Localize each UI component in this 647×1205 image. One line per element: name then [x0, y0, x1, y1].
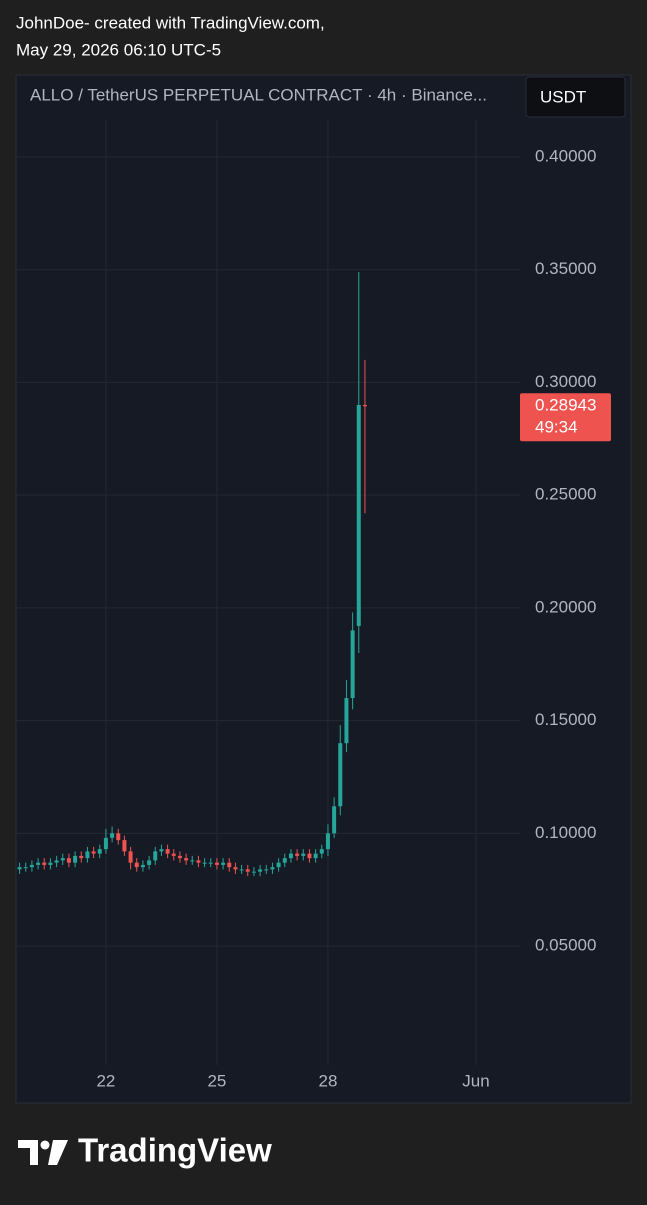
chart-title: ALLO / TetherUS PERPETUAL CONTRACT · 4h … [30, 85, 487, 104]
candle-body [276, 862, 281, 868]
brand-logo [18, 1140, 68, 1165]
candle-body [103, 837, 108, 850]
candle-body [171, 853, 176, 856]
candle-body [66, 858, 71, 863]
y-tick-label: 0.40000 [535, 146, 596, 165]
y-tick-label: 0.25000 [535, 485, 596, 504]
candle-body [79, 855, 84, 859]
y-tick-label: 0.20000 [535, 597, 596, 616]
candle-body [122, 840, 127, 852]
candle-body [344, 698, 349, 744]
candle-body [48, 862, 53, 865]
currency-label: USDT [540, 87, 586, 106]
candle-body [356, 404, 361, 626]
x-tick-label: 28 [318, 1071, 337, 1090]
candle-body [350, 630, 355, 699]
y-tick-label: 0.35000 [535, 259, 596, 278]
candle-body [264, 869, 269, 871]
candle-body [134, 862, 139, 868]
candle-body [36, 862, 41, 865]
x-tick-label: 25 [207, 1071, 226, 1090]
candle-body [147, 860, 152, 865]
y-tick-label: 0.05000 [535, 936, 596, 955]
candle-body [177, 855, 182, 859]
candle-body [319, 849, 324, 854]
candle-body [85, 851, 90, 859]
candle-body [42, 862, 47, 865]
candle-body [288, 853, 293, 859]
candle-body [202, 862, 207, 864]
candle-body [332, 806, 337, 834]
candle-body [184, 858, 189, 861]
candle-body [295, 853, 300, 856]
candle-body [110, 833, 115, 838]
candle-body [17, 867, 22, 870]
header-line: May 29, 2026 06:10 UTC-5 [16, 40, 221, 59]
candle-body [60, 858, 65, 861]
candle-body [116, 833, 121, 841]
last-price-label: 0.28943 [535, 396, 596, 415]
candle-body [307, 853, 312, 859]
candle-body [165, 849, 170, 854]
candle-body [23, 867, 28, 869]
candle-body [73, 855, 78, 863]
candle-body [128, 851, 133, 863]
chart-panel [15, 74, 632, 1104]
candle-body [270, 867, 275, 870]
candle-body [227, 862, 232, 868]
candle-body [91, 851, 96, 854]
candle-body [338, 743, 343, 807]
candle-body [313, 853, 318, 859]
candle-body [251, 871, 256, 873]
candle-body [196, 860, 201, 863]
candle-body [190, 860, 195, 862]
candle-body [233, 867, 238, 870]
x-tick-label: 22 [96, 1071, 115, 1090]
countdown-label: 49:34 [535, 418, 578, 437]
brand-name: TradingView [78, 1132, 272, 1169]
candle-body [153, 851, 158, 861]
candle-body [362, 404, 367, 407]
candle-body [29, 864, 34, 868]
candle-body [258, 869, 263, 872]
candle-body [221, 862, 226, 865]
candle-body [208, 862, 213, 864]
candle-body [54, 860, 59, 863]
last-price-box [520, 393, 611, 442]
candle-body [159, 849, 164, 852]
candle-body [282, 858, 287, 863]
candle-body [140, 864, 145, 868]
currency-button[interactable] [525, 76, 626, 118]
header-line: JohnDoe- created with TradingView.com, [16, 13, 325, 32]
candle-body [239, 869, 244, 871]
x-tick-label: Jun [462, 1071, 489, 1090]
candle-body [245, 869, 250, 872]
candle-body [301, 853, 306, 856]
y-tick-label: 0.30000 [535, 372, 596, 391]
y-tick-label: 0.15000 [535, 710, 596, 729]
candle-body [325, 833, 330, 850]
candle-body [97, 849, 102, 854]
y-tick-label: 0.10000 [535, 823, 596, 842]
candle-body [214, 862, 219, 865]
